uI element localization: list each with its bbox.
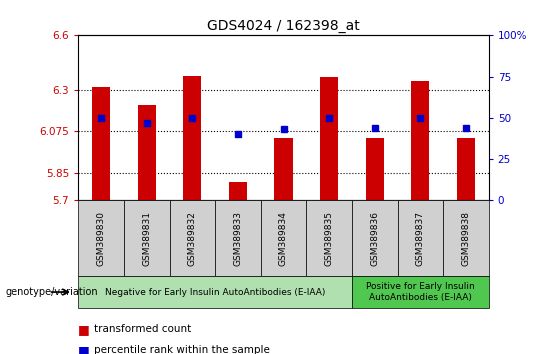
Text: Negative for Early Insulin AutoAntibodies (E-IAA): Negative for Early Insulin AutoAntibodie… [105, 287, 325, 297]
Text: GSM389832: GSM389832 [188, 211, 197, 266]
Text: GSM389838: GSM389838 [461, 211, 470, 266]
Text: GSM389833: GSM389833 [233, 211, 242, 266]
Bar [457, 138, 475, 200]
Text: percentile rank within the sample: percentile rank within the sample [94, 346, 271, 354]
Bar [411, 81, 429, 200]
Bar [183, 76, 201, 200]
Text: GSM389834: GSM389834 [279, 211, 288, 266]
Bar [320, 78, 338, 200]
Text: genotype/variation: genotype/variation [5, 287, 98, 297]
Text: GSM389835: GSM389835 [325, 211, 334, 266]
Text: GSM389830: GSM389830 [97, 211, 106, 266]
Text: ■: ■ [78, 323, 90, 336]
Text: GSM389831: GSM389831 [142, 211, 151, 266]
Bar [92, 87, 110, 200]
Text: transformed count: transformed count [94, 324, 192, 334]
Bar [366, 138, 384, 200]
Bar [274, 138, 293, 200]
Bar [138, 105, 156, 200]
Text: Positive for Early Insulin
AutoAntibodies (E-IAA): Positive for Early Insulin AutoAntibodie… [366, 282, 475, 302]
Title: GDS4024 / 162398_at: GDS4024 / 162398_at [207, 19, 360, 33]
Text: GSM389837: GSM389837 [416, 211, 425, 266]
Text: GSM389836: GSM389836 [370, 211, 379, 266]
Bar [229, 182, 247, 200]
Text: ■: ■ [78, 344, 90, 354]
